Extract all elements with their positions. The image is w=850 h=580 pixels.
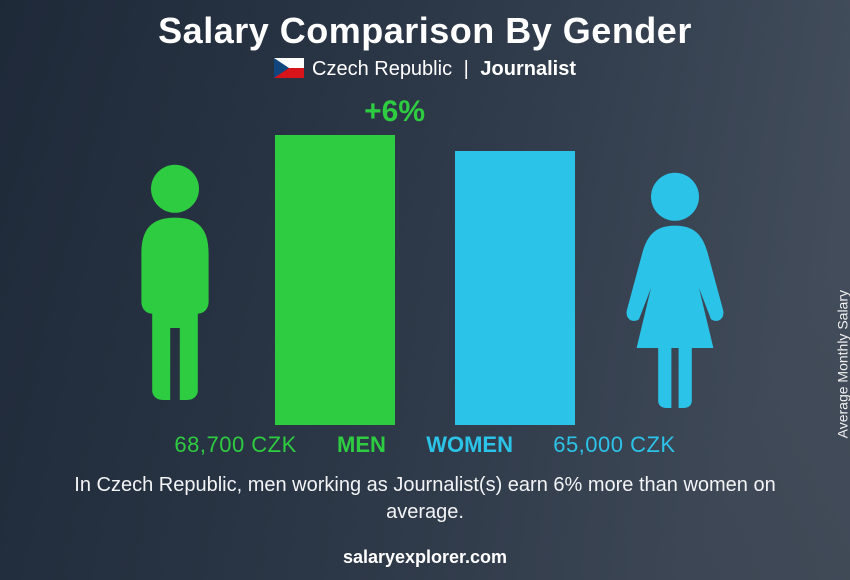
page-title: Salary Comparison By Gender [0,10,850,52]
men-label: MEN [337,432,386,457]
men-bar [275,135,395,425]
separator: | [464,58,469,80]
flag-triangle [274,58,289,78]
footer-source: salaryexplorer.com [0,547,850,568]
subtitle: Czech Republic | Journalist [0,58,850,81]
job-label: Journalist [480,58,576,80]
infographic-stage: Salary Comparison By Gender Czech Republ… [0,0,850,580]
caption: In Czech Republic, men working as Journa… [60,472,790,526]
gender-salary-chart: +6% [0,95,850,425]
country-label: Czech Republic [312,58,452,80]
male-icon [115,135,235,425]
delta-label: +6% [364,95,425,129]
men-salary: 68,700 CZK [174,432,296,457]
flag-icon [274,58,304,78]
women-salary: 65,000 CZK [553,432,675,457]
labels-row: 68,700 CZK MEN WOMEN 65,000 CZK [0,432,850,458]
women-bar [455,151,575,425]
women-label: WOMEN [426,432,513,457]
female-icon [615,151,735,425]
